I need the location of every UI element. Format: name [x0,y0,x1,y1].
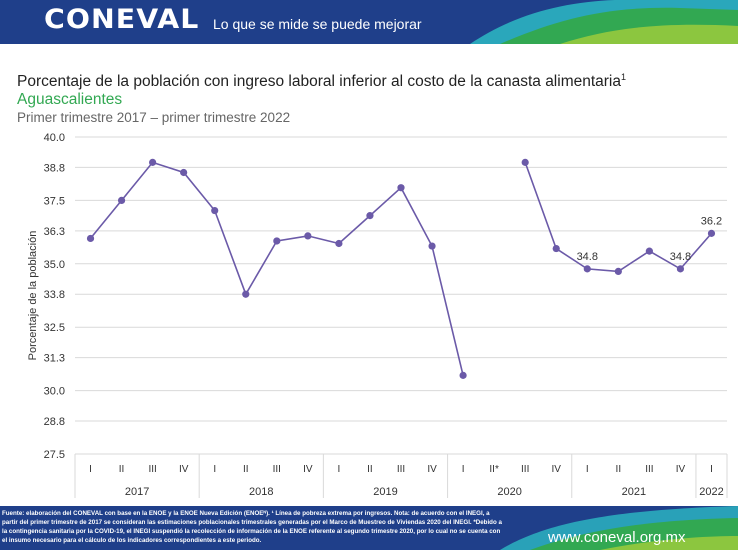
data-label: 34.8 [670,251,691,263]
coneval-logo: CONEVAL [44,4,200,35]
x-tick-label: I [89,464,92,475]
data-point [211,206,219,215]
y-tick-label: 35.0 [44,259,65,271]
x-tick-label: III [397,464,405,475]
website-link[interactable]: www.coneval.org.mx [548,529,686,546]
x-tick-label: III [273,464,281,475]
chart-title: Porcentaje de la población con ingreso l… [17,72,732,91]
x-tick-label: II [367,464,373,475]
year-label: 2017 [125,486,149,498]
header-wave-decoration [470,0,738,44]
data-point [676,265,685,273]
x-tick-label: II [243,464,249,475]
data-point [707,229,716,237]
footer-wave-decoration [500,506,738,550]
chart-title-footnote: 1 [621,72,627,82]
data-point [583,265,591,273]
chart-subtitle: Aguascalientes [17,91,123,109]
header-slogan: Lo que se mide se puede mejorar [213,16,422,32]
x-tick-label: I [586,464,589,475]
year-label: 2021 [622,486,646,498]
y-axis-label: Porcentaje de la población [27,231,39,361]
x-tick-label: IV [303,464,313,475]
x-tick-label: IV [427,464,437,475]
data-label: 36.2 [701,215,722,227]
y-tick-label: 33.8 [44,289,65,301]
data-point [552,244,560,253]
year-label: 2018 [249,486,273,498]
y-tick-label: 32.5 [44,322,65,334]
line-chart: 40.0 38.8 37.5 36.3 35.0 33.8 32.5 31.3 30.0 28.8… [27,132,728,498]
x-tick-label: IV [179,464,189,475]
header-banner: CONEVAL Lo que se mide se puede mejorar [0,0,738,44]
y-tick-label: 38.8 [44,162,65,174]
data-point [86,234,95,243]
data-point [335,239,343,248]
data-point [149,158,157,166]
data-point [180,168,188,177]
x-tick-label: III [521,464,529,475]
data-point [459,371,467,379]
x-tick-label: I [710,464,713,475]
footer-banner: Fuente: elaboración del CONEVAL con base… [0,506,738,550]
x-tick-label: II* [489,464,499,475]
year-label: 2020 [497,486,521,498]
chart-title-text: Porcentaje de la población con ingreso l… [17,73,622,91]
year-label: 2019 [373,486,397,498]
data-label: 34.8 [577,251,598,263]
x-tick-label: I [213,464,216,475]
x-tick-label: II [616,464,622,475]
x-tick-label: III [148,464,156,475]
data-point [614,267,622,276]
data-point [645,247,653,255]
data-point [117,196,126,204]
x-tick-label: IV [552,464,562,475]
x-tick-label: III [645,464,653,475]
x-tick-label: I [462,464,465,475]
y-tick-label: 27.5 [44,449,65,461]
data-point [242,290,250,298]
chart-period: Primer trimestre 2017 – primer trimestre… [17,110,291,126]
y-tick-label: 37.5 [44,195,65,207]
data-point [397,184,405,192]
data-point [428,242,436,250]
y-tick-label: 31.3 [44,353,65,365]
chart-heading: Porcentaje de la población con ingreso l… [17,72,732,125]
y-tick-label: 28.8 [44,416,65,428]
data-point [273,237,281,245]
y-tick-label: 40.0 [44,132,65,144]
data-point [366,212,374,220]
source-note: Fuente: elaboración del CONEVAL con base… [2,510,502,544]
y-tick-label: 36.3 [44,226,65,238]
year-label: 2022 [699,486,723,498]
y-tick-label: 30.0 [44,386,65,398]
series-line [89,161,464,376]
x-tick-label: II [119,464,125,475]
data-point [521,158,529,166]
x-tick-label: IV [676,464,686,475]
x-tick-label: I [338,464,341,475]
data-point [304,232,312,240]
